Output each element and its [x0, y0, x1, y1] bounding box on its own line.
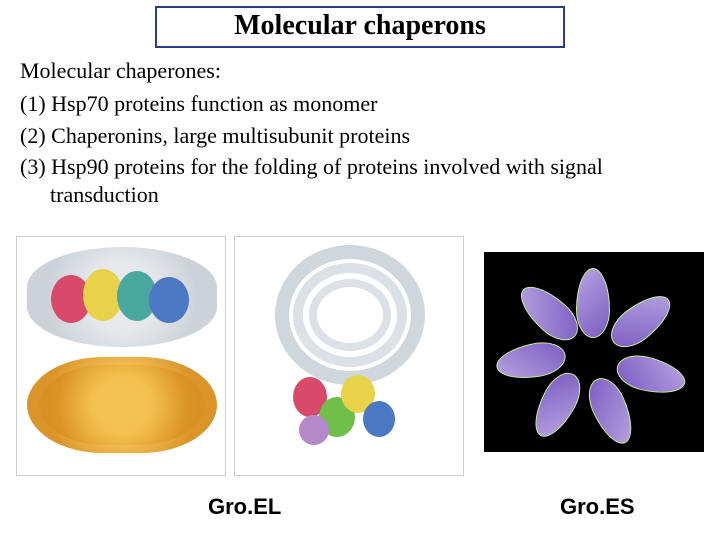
slide: Molecular chaperons Molecular chaperones… [0, 0, 720, 540]
image-credit [237, 467, 239, 474]
groEL-subunit-cluster [275, 371, 423, 461]
caption-groEL: Gro.EL [208, 494, 281, 520]
list-item: (3) Hsp90 proteins for the folding of pr… [20, 153, 704, 208]
list-item-text: (1) Hsp70 proteins function as monomer [20, 90, 704, 118]
title-box: Molecular chaperons [155, 6, 565, 48]
list-item-text: (2) Chaperonins, large multisubunit prot… [20, 122, 704, 150]
image-credit [486, 444, 488, 451]
list-item: (1) Hsp70 proteins function as monomer [20, 90, 704, 118]
groEL-top-image [234, 236, 464, 476]
groEL-side-image [16, 236, 226, 476]
subheading: Molecular chaperones: [20, 58, 704, 84]
groEL-ribbon-top [21, 241, 221, 353]
caption-row: Gro.EL Gro.ES [0, 494, 720, 524]
groES-image [484, 252, 704, 452]
groEL-gold-barrel [21, 357, 221, 457]
images-row [0, 236, 720, 476]
list-item-text: (3) Hsp90 proteins for the folding of pr… [20, 153, 704, 208]
list: (1) Hsp70 proteins function as monomer (… [20, 90, 704, 208]
slide-title: Molecular chaperons [157, 10, 563, 42]
list-item: (2) Chaperonins, large multisubunit prot… [20, 122, 704, 150]
caption-groES: Gro.ES [560, 494, 635, 520]
image-credit [19, 467, 21, 474]
